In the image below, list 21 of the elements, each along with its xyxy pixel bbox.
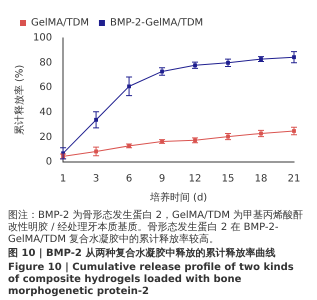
legend-label: BMP-2-GelMA/TDM xyxy=(110,18,204,29)
y-axis-title: 累计释放率 (%) xyxy=(14,64,26,136)
x-tick-label: 9 xyxy=(158,174,166,185)
x-tick-label: 3 xyxy=(92,174,100,185)
caption: Figure 10 | Cumulative release profile of two kinds of composite hydrogels loaded with bone morphogenetic protein-2 xyxy=(8,262,295,298)
x-axis-title: 培养时间 (d) xyxy=(148,192,208,204)
legend-label: GelMA/TDM xyxy=(31,18,89,29)
y-tick-label: 100 xyxy=(32,32,52,44)
x-tick-label: 15 xyxy=(222,174,234,185)
x-tick-label: 6 xyxy=(126,174,132,185)
x-tick-label: 21 xyxy=(288,174,300,185)
x-tick-label: 1 xyxy=(60,174,66,185)
y-tick-label: 60 xyxy=(39,82,52,94)
caption: 图 10 | BMP-2 从两种复合水凝胶中释放的累计释放率曲线 xyxy=(8,248,276,260)
y-tick-label: 40 xyxy=(39,106,52,118)
y-tick-label: 0 xyxy=(46,156,52,168)
y-tick-label: 20 xyxy=(39,132,52,143)
x-tick-label: 18 xyxy=(254,174,268,185)
y-tick-label: 80 xyxy=(39,57,52,68)
text: 图注：BMP-2 为骨形态发生蛋白 2，GelMA/TDM 为甲基丙烯酸酐改性明胶 / 经处理牙本质基质。骨形态发生蛋白 2 在 BMP-2-GelMA/TDM 复合水凝胶中的累计释放率较高。 xyxy=(8,210,304,246)
x-tick-label: 12 xyxy=(188,174,202,185)
